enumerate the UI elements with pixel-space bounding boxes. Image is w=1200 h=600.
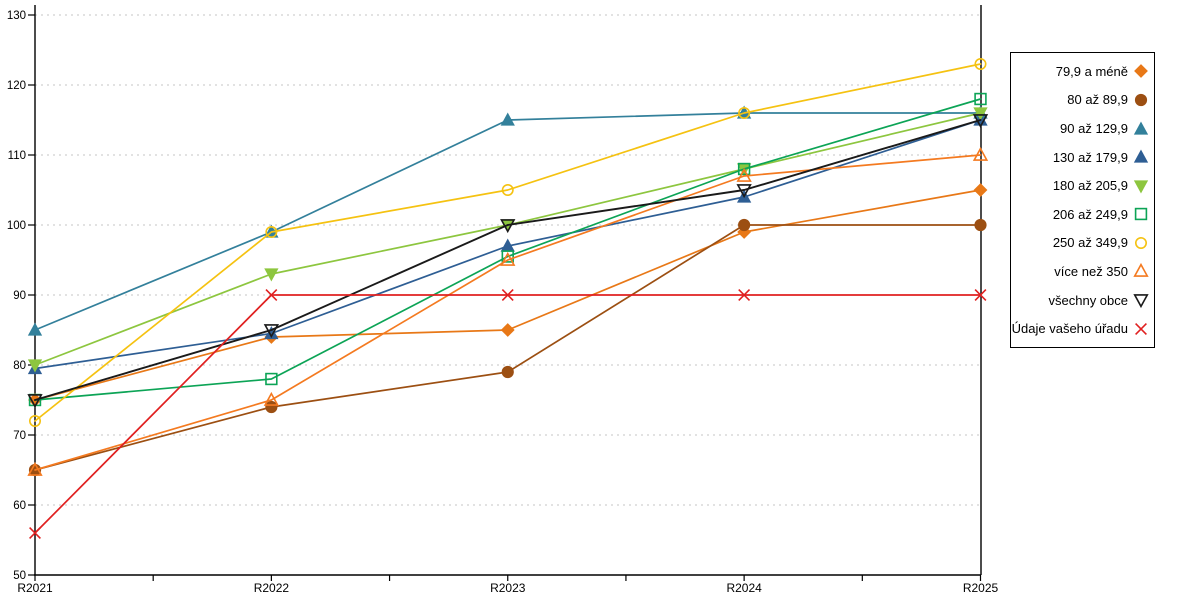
legend-item: všechny obce [1011, 286, 1154, 315]
series-marker-x-icon [29, 527, 41, 539]
legend-item-label: více než 350 [1054, 263, 1128, 279]
legend-item: více než 350 [1011, 257, 1154, 286]
legend-marker-triangle-up-icon [1133, 121, 1149, 135]
legend-marker-x-icon [1135, 322, 1147, 335]
legend-item: 180 až 205,9 [1011, 171, 1154, 200]
series-marker-square-icon [737, 162, 751, 176]
series-marker-triangle-down-icon [973, 107, 988, 121]
legend-item-label: Údaje vašeho úřadu [1011, 321, 1128, 337]
legend-marker-triangle-up-icon [1133, 263, 1149, 278]
series-marker-triangle-up-icon [1133, 149, 1149, 163]
legend-marker-triangle-down-icon [1133, 294, 1149, 309]
legend-item-label: 90 až 129,9 [1060, 121, 1128, 137]
chart-legend: 79,9 a méně 80 až 89,9 90 až 129,9 130 až 1… [1010, 52, 1155, 348]
y-axis-tick-label: 130 [7, 10, 26, 22]
y-axis-tick-label: 80 [13, 360, 26, 372]
series-marker-triangle-down-icon [500, 219, 516, 234]
series-marker-triangle-down-icon [736, 184, 752, 199]
series-marker-triangle-down-icon [27, 394, 43, 409]
series-line [34, 98, 982, 401]
series-marker-square-icon [974, 92, 987, 106]
series-marker-triangle-up-icon [264, 326, 279, 340]
series-marker-diamond-icon [973, 183, 988, 197]
legend-item-label: 130 až 179,9 [1052, 149, 1128, 165]
y-axis-tick-label: 50 [13, 570, 26, 582]
series-marker-square-icon [501, 250, 514, 263]
legend-marker-square-icon [1134, 208, 1148, 221]
series-marker-triangle-up-icon [500, 112, 515, 126]
legend-item: 130 až 179,9 [1011, 143, 1154, 172]
series-marker-circle-icon [974, 58, 987, 70]
series-line [34, 154, 982, 471]
legend-marker-circle-icon [1135, 236, 1147, 249]
series-marker-x-icon [974, 289, 987, 301]
series-marker-triangle-down-icon [264, 268, 279, 282]
legend-item: 90 až 129,9 [1011, 114, 1154, 143]
series-marker-triangle-up-icon [736, 167, 752, 182]
x-axis-tick-label: R2021 [17, 581, 53, 595]
legend-marker-triangle-down-icon [1133, 180, 1149, 194]
series-marker-circle-icon [738, 107, 751, 119]
legend-item-label: všechny obce [1048, 292, 1129, 308]
series-marker-triangle-down-icon [972, 114, 989, 129]
series-marker-circle-icon [738, 218, 751, 232]
x-axis-tick-label: R2024 [726, 581, 762, 595]
series-marker-triangle-up-icon [1133, 121, 1149, 135]
series-marker-x-icon [1135, 322, 1147, 335]
series-marker-triangle-down-icon [1133, 180, 1149, 194]
x-axis-tick-label: R2022 [254, 581, 290, 595]
series-marker-triangle-up-icon [27, 461, 43, 476]
series-line [34, 63, 982, 422]
x-axis-tick-label: R2023 [490, 581, 526, 595]
legend-item-label: 206 až 249,9 [1052, 206, 1128, 222]
y-axis-tick-label: 70 [13, 430, 26, 442]
legend-marker-circle-icon [1134, 93, 1148, 107]
series-marker-triangle-up-icon [27, 322, 43, 336]
series-marker-triangle-up-icon [1133, 263, 1149, 278]
y-axis-tick-label: 90 [13, 290, 26, 302]
series-marker-triangle-up-icon [972, 146, 989, 161]
series-marker-triangle-down-icon [1133, 294, 1149, 309]
legend-item-label: 250 až 349,9 [1052, 235, 1128, 251]
legend-item: 250 až 349,9 [1011, 229, 1154, 258]
y-axis-tick-label: 60 [13, 500, 26, 512]
legend-item-label: 79,9 a méně [1055, 63, 1128, 79]
series-marker-triangle-up-icon [500, 251, 516, 266]
series-marker-circle-icon [29, 415, 41, 427]
series-marker-triangle-down-icon [263, 324, 280, 339]
series-marker-circle-icon [974, 218, 987, 232]
y-axis-tick-label: 110 [8, 150, 26, 162]
series-marker-circle-icon [501, 184, 514, 196]
series-marker-square-icon [1134, 208, 1148, 221]
series-marker-x-icon [501, 289, 514, 301]
series-marker-square-icon [265, 372, 278, 386]
legend-item: 79,9 a méně [1011, 57, 1154, 86]
series-marker-circle-icon [1134, 93, 1148, 107]
legend-item-label: 180 až 205,9 [1052, 178, 1128, 194]
legend-item: Údaje vašeho úřadu [1011, 314, 1154, 343]
series-marker-diamond-icon [500, 323, 515, 337]
y-axis-tick-label: 100 [7, 220, 26, 232]
series-marker-diamond-icon [1134, 64, 1148, 79]
series-marker-circle-icon [265, 226, 278, 238]
series-marker-triangle-up-icon [263, 391, 280, 406]
legend-marker-triangle-up-icon [1133, 149, 1149, 163]
legend-item-label: 80 až 89,9 [1067, 92, 1128, 108]
x-axis-tick-label: R2025 [963, 581, 999, 595]
series-marker-circle-icon [501, 365, 514, 379]
series-marker-triangle-down-icon [27, 359, 43, 373]
series-line [34, 119, 982, 401]
legend-marker-diamond-icon [1134, 64, 1148, 79]
y-axis-tick-label: 120 [7, 80, 26, 92]
series-marker-circle-icon [1135, 236, 1147, 249]
series-marker-x-icon [738, 289, 751, 301]
series-marker-x-icon [265, 289, 278, 301]
legend-item: 206 až 249,9 [1011, 200, 1154, 229]
series-marker-circle-icon [265, 400, 278, 414]
legend-item: 80 až 89,9 [1011, 86, 1154, 115]
